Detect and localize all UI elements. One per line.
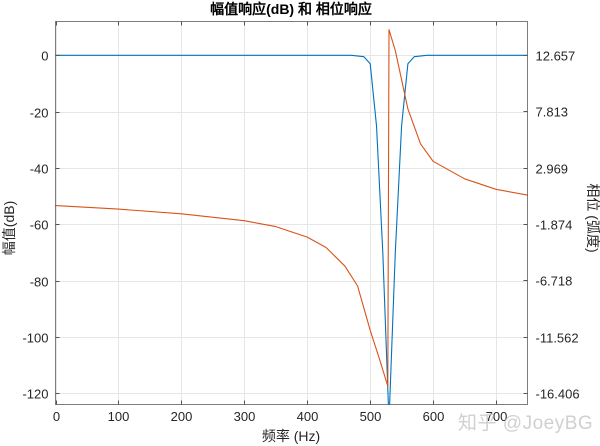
y-tick-label: -80 (30, 275, 49, 290)
y-tick-label: -20 (30, 106, 49, 121)
x-tick-label: 400 (297, 409, 319, 424)
x-tick-label: 300 (234, 409, 256, 424)
y-tick-label: -120 (22, 387, 48, 402)
y-tick-label: -40 (30, 162, 49, 177)
plot-series (55, 29, 528, 405)
x-tick-label: 600 (423, 409, 445, 424)
x-tick-label: 100 (108, 409, 130, 424)
y-right-tick-label: -16.406 (536, 387, 580, 402)
y-axis-right-ticks: 12.657 7.813 2.969 -1.874 -6.718 -11.562 -16.4… (523, 49, 580, 402)
chart-title: 幅值响应(dB) 和 相位响应 (210, 1, 372, 17)
phase-response-line (55, 29, 528, 387)
x-tick-label: 500 (360, 409, 382, 424)
magnitude-response-line (55, 54, 528, 405)
y-tick-label: -60 (30, 218, 49, 233)
y-tick-label: -100 (22, 331, 48, 346)
y-axis-label: 幅值(dB) (1, 201, 17, 255)
x-axis-label: 频率 (Hz) (262, 428, 320, 444)
watermark: 知乎 @JoeyBG (458, 413, 594, 434)
y-right-tick-label: -6.718 (536, 274, 573, 289)
plot-frame (55, 21, 528, 405)
x-tick-label: 0 (53, 409, 60, 424)
y-right-tick-label: 12.657 (536, 49, 576, 64)
y-right-tick-label: -1.874 (536, 218, 573, 233)
x-axis-ticks: 0 100 200 300 400 500 600 700 (53, 21, 508, 424)
y-right-tick-label: 2.969 (536, 162, 569, 177)
y-right-tick-label: 7.813 (536, 105, 569, 120)
x-tick-label: 200 (171, 409, 193, 424)
x-tick-label: 700 (486, 409, 508, 424)
y-axis-ticks: 0 -20 -40 -60 -80 -100 -120 (22, 49, 60, 402)
y-right-tick-label: -11.562 (536, 331, 579, 346)
y-axis-right-label: 相位 (弧度) (585, 183, 600, 252)
y-tick-label: 0 (41, 49, 48, 64)
grid-lines (55, 21, 528, 405)
